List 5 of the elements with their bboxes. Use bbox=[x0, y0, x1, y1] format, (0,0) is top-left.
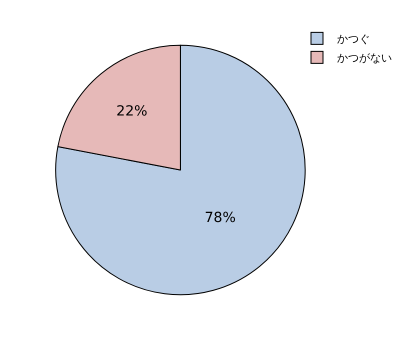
data-label: 78% bbox=[204, 210, 236, 226]
data-label: 22% bbox=[116, 103, 148, 120]
legend-label: かつぐ bbox=[337, 32, 370, 46]
pie-slice bbox=[55, 44, 306, 296]
legend-label: かつがない bbox=[337, 52, 392, 65]
